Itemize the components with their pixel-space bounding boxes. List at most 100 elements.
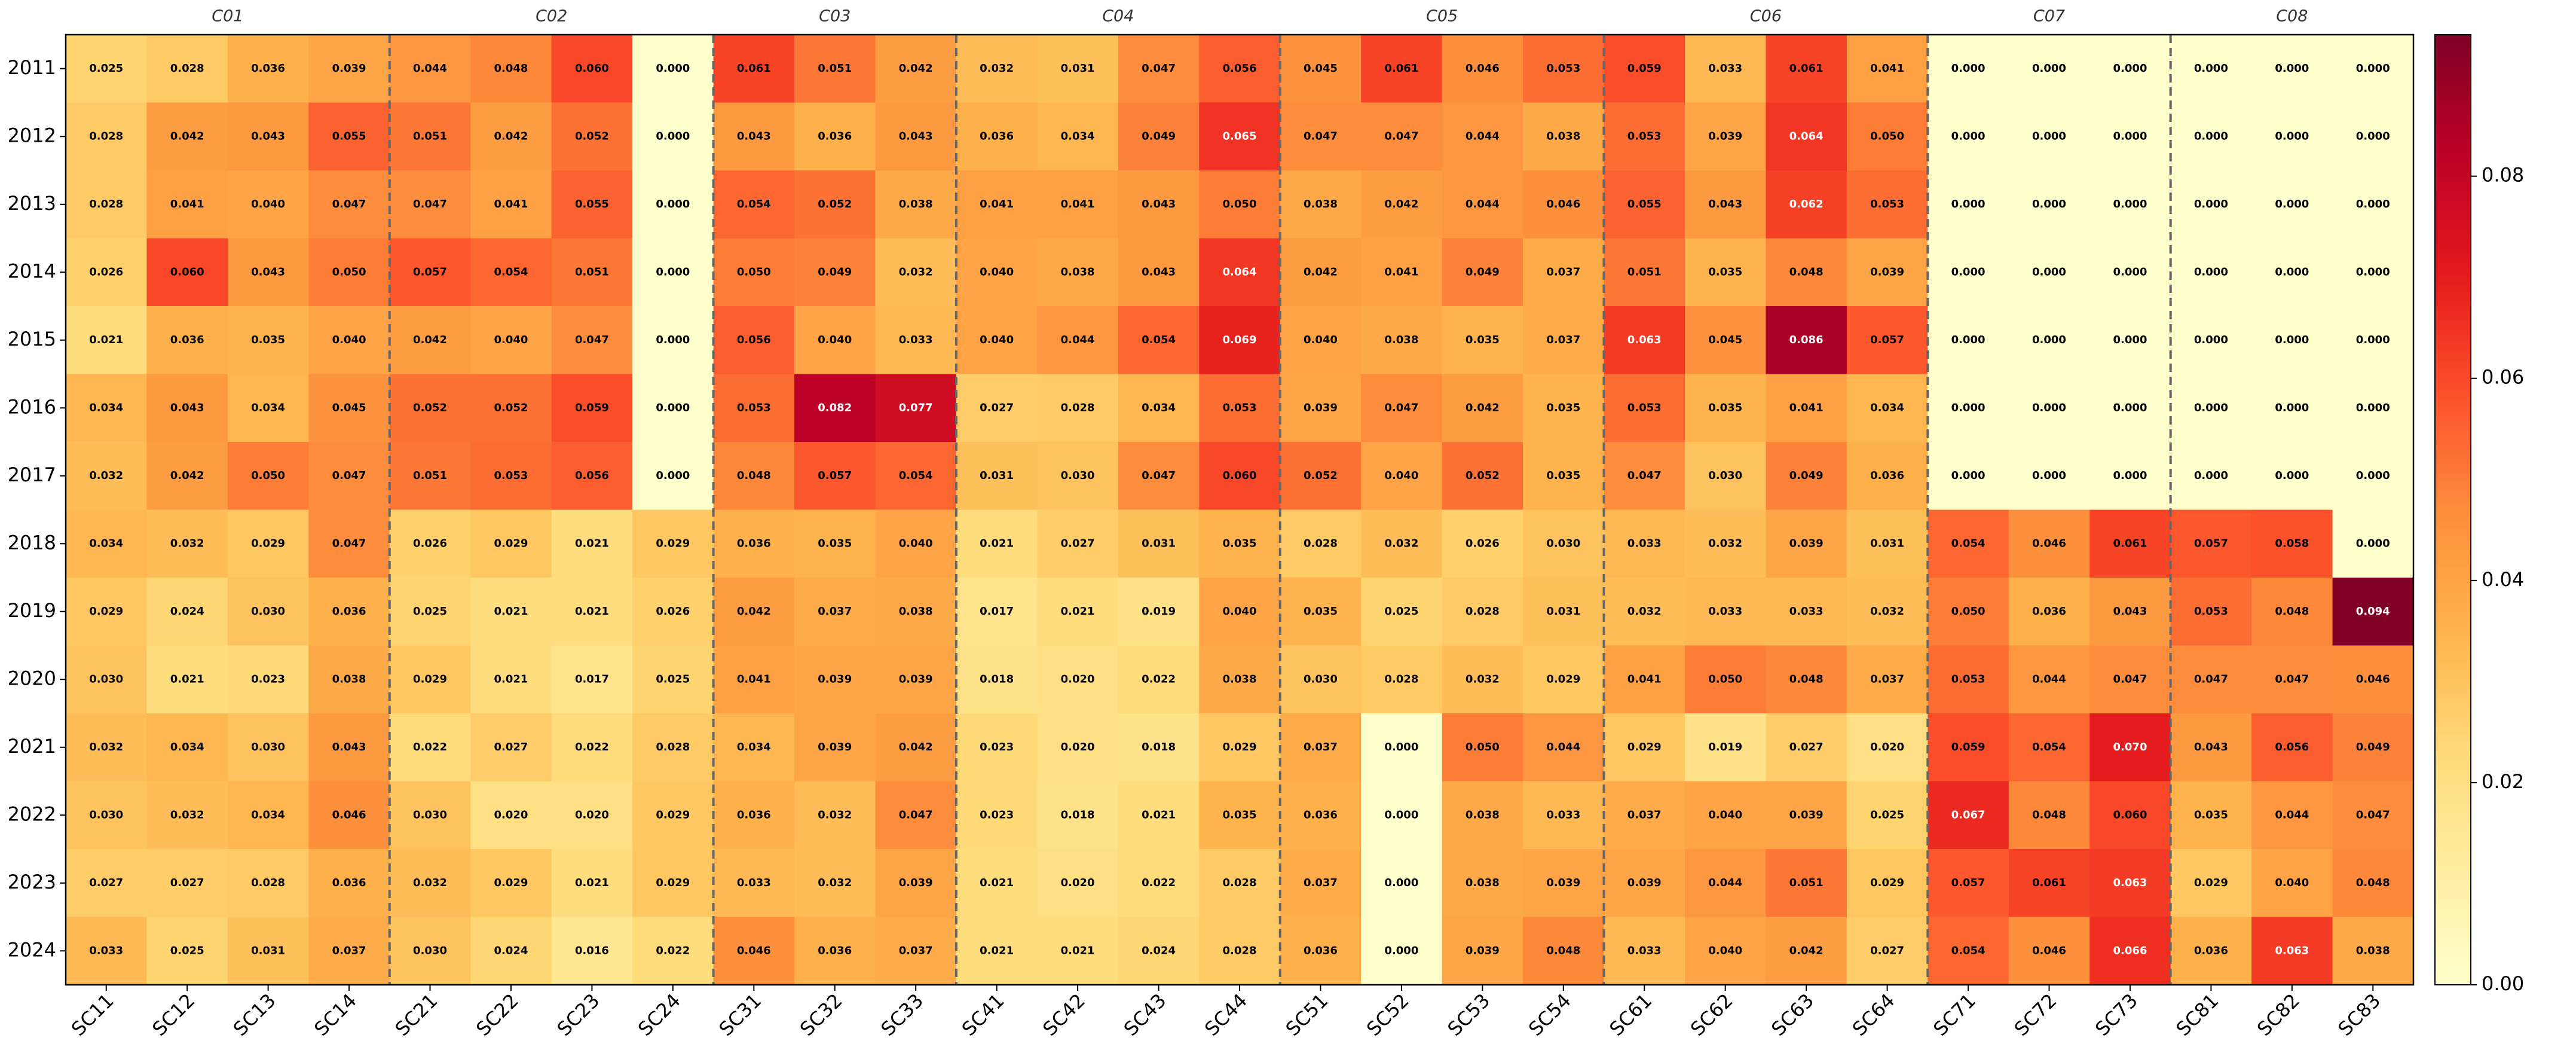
heatmap-cell bbox=[146, 509, 228, 578]
heatmap-cell bbox=[1118, 35, 1200, 103]
cell-label: 0.030 bbox=[1061, 469, 1095, 482]
x-tick-label: SC43 bbox=[1119, 989, 1171, 1040]
cell-label: 0.038 bbox=[332, 673, 366, 685]
heatmap-cell bbox=[1442, 917, 1523, 985]
heatmap-cell bbox=[2089, 917, 2171, 985]
heatmap-cell bbox=[2251, 917, 2333, 985]
cell-label: 0.053 bbox=[494, 469, 528, 482]
group-label: C01 bbox=[212, 7, 243, 26]
heatmap-cell bbox=[1280, 306, 1362, 374]
cell-label: 0.021 bbox=[1142, 808, 1176, 821]
heatmap-cell bbox=[1361, 781, 1443, 850]
heatmap-cell bbox=[66, 442, 147, 510]
heatmap-cell bbox=[1523, 238, 1605, 307]
heatmap-cell bbox=[1928, 170, 2009, 239]
heatmap-cell bbox=[1280, 645, 1362, 714]
heatmap-cell bbox=[146, 713, 228, 782]
cell-label: 0.035 bbox=[1223, 537, 1257, 550]
heatmap-cell bbox=[470, 102, 552, 171]
heatmap-cell bbox=[632, 374, 714, 442]
heatmap-cell bbox=[1604, 713, 1685, 782]
heatmap-cell bbox=[632, 645, 714, 714]
heatmap-cell bbox=[1037, 713, 1119, 782]
cell-label: 0.025 bbox=[170, 944, 204, 957]
cell-label: 0.035 bbox=[251, 334, 285, 346]
heatmap-cell bbox=[1118, 917, 1200, 985]
heatmap-cell bbox=[1199, 645, 1281, 714]
heatmap-cell bbox=[1684, 374, 1766, 442]
heatmap-cell bbox=[794, 781, 876, 850]
cell-label: 0.047 bbox=[1384, 130, 1418, 142]
x-tick-label: SC33 bbox=[876, 989, 928, 1040]
cell-label: 0.031 bbox=[1546, 605, 1580, 618]
cell-label: 0.060 bbox=[1223, 469, 1257, 482]
heatmap-cell bbox=[632, 35, 714, 103]
cell-label: 0.042 bbox=[413, 334, 447, 346]
cell-label: 0.047 bbox=[575, 334, 609, 346]
group-label: C07 bbox=[2033, 7, 2065, 26]
heatmap-cell bbox=[2089, 578, 2171, 646]
cell-label: 0.070 bbox=[2113, 741, 2147, 753]
cell-label: 0.039 bbox=[1870, 265, 1904, 278]
heatmap-cell bbox=[2251, 238, 2333, 307]
heatmap-cell bbox=[1280, 374, 1362, 442]
heatmap-cell bbox=[1523, 917, 1605, 985]
heatmap-cell bbox=[66, 917, 147, 985]
cell-label: 0.037 bbox=[818, 605, 852, 618]
cell-label: 0.021 bbox=[575, 877, 609, 889]
heatmap-cell bbox=[1199, 578, 1281, 646]
cell-label: 0.044 bbox=[2275, 808, 2309, 821]
heatmap-cell bbox=[1523, 374, 1605, 442]
cell-label: 0.020 bbox=[494, 808, 528, 821]
cell-label: 0.038 bbox=[1304, 198, 1338, 210]
cell-label: 0.036 bbox=[251, 62, 285, 75]
heatmap-cell bbox=[2170, 917, 2252, 985]
cell-label: 0.038 bbox=[1466, 877, 1500, 889]
cell-label: 0.030 bbox=[89, 808, 123, 821]
heatmap-cell bbox=[1684, 170, 1766, 239]
heatmap-cell bbox=[1928, 578, 2009, 646]
heatmap-cell bbox=[1280, 509, 1362, 578]
heatmap-cell bbox=[713, 35, 795, 103]
heatmap-cell bbox=[2251, 781, 2333, 850]
heatmap-cell bbox=[1766, 35, 1847, 103]
colorbar-tick-label: 0.08 bbox=[2482, 164, 2524, 187]
heatmap-cell bbox=[551, 442, 633, 510]
heatmap-cell bbox=[1604, 374, 1685, 442]
heatmap-cell bbox=[551, 578, 633, 646]
cell-label: 0.048 bbox=[1546, 944, 1580, 957]
heatmap-cell bbox=[1846, 509, 1928, 578]
heatmap-cell bbox=[470, 645, 552, 714]
heatmap-cell bbox=[146, 645, 228, 714]
cell-label: 0.021 bbox=[575, 605, 609, 618]
cell-label: 0.000 bbox=[1951, 401, 1985, 414]
heatmap-cell bbox=[1523, 713, 1605, 782]
cell-label: 0.028 bbox=[89, 130, 123, 142]
heatmap-cell bbox=[227, 917, 309, 985]
heatmap-cell bbox=[632, 917, 714, 985]
cell-label: 0.039 bbox=[332, 62, 366, 75]
heatmap-cell bbox=[1604, 645, 1685, 714]
cell-label: 0.047 bbox=[2275, 673, 2309, 685]
cell-label: 0.063 bbox=[2275, 944, 2309, 957]
heatmap-cell bbox=[146, 238, 228, 307]
heatmap-cell bbox=[875, 849, 957, 917]
cell-label: 0.047 bbox=[1142, 62, 1176, 75]
heatmap-cell bbox=[227, 509, 309, 578]
cell-label: 0.038 bbox=[899, 605, 933, 618]
heatmap-cell bbox=[308, 170, 390, 239]
cell-label: 0.043 bbox=[251, 265, 285, 278]
cell-label: 0.000 bbox=[2356, 62, 2390, 75]
heatmap-cell bbox=[66, 849, 147, 917]
heatmap-cell bbox=[956, 849, 1038, 917]
cell-label: 0.067 bbox=[1951, 808, 1985, 821]
heatmap-cell bbox=[66, 306, 147, 374]
cell-label: 0.019 bbox=[1142, 605, 1176, 618]
heatmap-cell bbox=[66, 374, 147, 442]
heatmap-cell bbox=[2251, 35, 2333, 103]
cell-label: 0.040 bbox=[1223, 605, 1257, 618]
cell-label: 0.021 bbox=[170, 673, 204, 685]
cell-label: 0.034 bbox=[89, 537, 123, 550]
cell-label: 0.022 bbox=[1142, 877, 1176, 889]
heatmap-cell bbox=[1766, 374, 1847, 442]
